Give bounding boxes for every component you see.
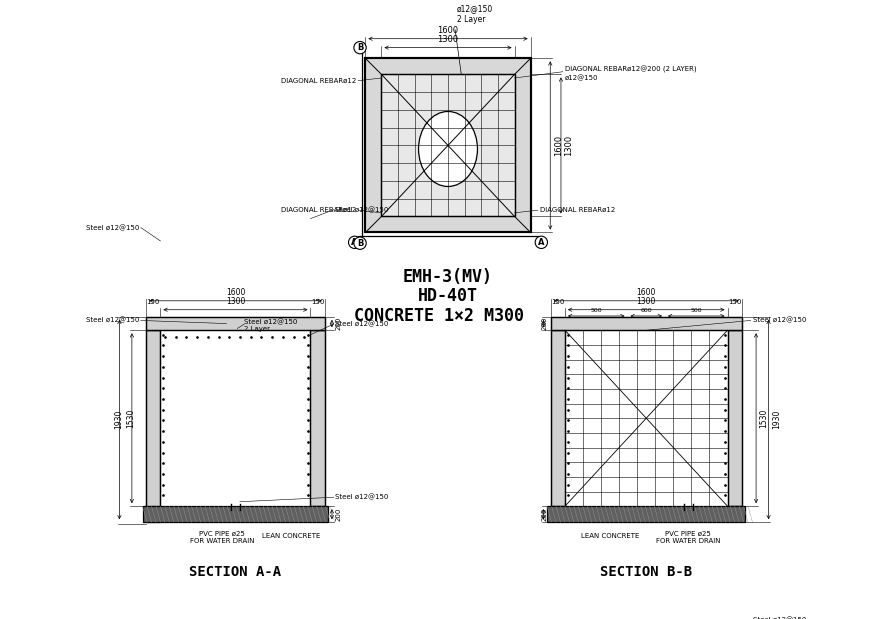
Text: 200: 200 [335, 508, 341, 521]
Text: 1600: 1600 [226, 288, 246, 297]
Text: 1600: 1600 [636, 288, 656, 297]
Text: 150: 150 [147, 299, 160, 305]
Bar [547, 506, 745, 522]
Bar [382, 74, 514, 217]
Text: Steel ø12@150: Steel ø12@150 [753, 317, 806, 324]
Text: ø12@150: ø12@150 [564, 75, 598, 81]
Text: HD-40T: HD-40T [418, 287, 478, 305]
Text: B: B [357, 43, 363, 52]
Text: A: A [538, 238, 545, 247]
Bar [366, 58, 530, 233]
Bar [728, 331, 742, 506]
Text: DIAGONAL REBARø12: DIAGONAL REBARø12 [281, 77, 357, 84]
Text: 200: 200 [541, 508, 547, 521]
Text: 1530: 1530 [760, 409, 769, 428]
Text: 150: 150 [551, 299, 564, 305]
Text: PVC PIPE ø25
FOR WATER DRAIN: PVC PIPE ø25 FOR WATER DRAIN [190, 531, 254, 544]
Text: Steel ø12@150: Steel ø12@150 [335, 494, 389, 501]
Text: CONCRETE 1×2 M300: CONCRETE 1×2 M300 [354, 307, 524, 325]
Bar [551, 331, 565, 506]
Text: 150: 150 [728, 299, 741, 305]
Text: PVC PIPE ø25
FOR WATER DRAIN: PVC PIPE ø25 FOR WATER DRAIN [656, 531, 720, 544]
Text: SECTION B-B: SECTION B-B [600, 565, 693, 579]
Text: Steel ø12@150: Steel ø12@150 [86, 317, 139, 324]
Text: 200: 200 [335, 317, 341, 331]
Text: Steel ø12@150: Steel ø12@150 [335, 321, 389, 327]
Text: 1300: 1300 [226, 297, 246, 306]
Bar [551, 317, 742, 331]
Text: A: A [351, 238, 358, 247]
Bar [146, 317, 324, 331]
Text: 1930: 1930 [114, 410, 123, 429]
Bar [311, 331, 324, 506]
Text: EMH-3(MV): EMH-3(MV) [403, 268, 493, 286]
Bar [551, 317, 742, 331]
Bar [311, 331, 324, 506]
Text: 1600: 1600 [437, 26, 459, 35]
Bar [146, 331, 160, 522]
Text: DIAGONAL REBARø12: DIAGONAL REBARø12 [281, 207, 357, 213]
Bar [146, 331, 160, 506]
Text: 500: 500 [691, 308, 702, 313]
Text: ø12@150
2 Layer: ø12@150 2 Layer [457, 4, 493, 24]
Text: Steel ø12@150: Steel ø12@150 [86, 224, 139, 231]
Text: 600: 600 [641, 308, 652, 313]
Text: 1300: 1300 [564, 135, 573, 156]
Text: Steel ø12@150: Steel ø12@150 [335, 207, 389, 213]
Bar [551, 331, 565, 506]
Text: DIAGONAL REBARø12@200 (2 LAYER): DIAGONAL REBARø12@200 (2 LAYER) [564, 66, 696, 72]
Text: Steel ø12@150
2 Layer: Steel ø12@150 2 Layer [245, 319, 297, 332]
Text: 150: 150 [311, 299, 324, 305]
Text: 1300: 1300 [437, 35, 459, 44]
Ellipse shape [418, 111, 478, 186]
Text: 1930: 1930 [772, 410, 781, 429]
Text: 200: 200 [541, 317, 547, 331]
Bar [382, 74, 514, 217]
Text: 500: 500 [590, 308, 602, 313]
Text: B: B [357, 239, 363, 248]
Bar [728, 331, 742, 506]
Text: 1600: 1600 [554, 135, 563, 156]
Text: 1300: 1300 [636, 297, 656, 306]
Text: LEAN CONCRETE: LEAN CONCRETE [582, 533, 640, 539]
Text: Steel ø12@150: Steel ø12@150 [753, 617, 806, 619]
Text: 1530: 1530 [126, 409, 135, 428]
Text: LEAN CONCRETE: LEAN CONCRETE [263, 533, 321, 539]
Bar [366, 58, 530, 233]
Bar [142, 506, 328, 522]
Text: SECTION A-A: SECTION A-A [189, 565, 281, 579]
Bar [146, 317, 324, 331]
Text: DIAGONAL REBARø12: DIAGONAL REBARø12 [539, 207, 615, 213]
